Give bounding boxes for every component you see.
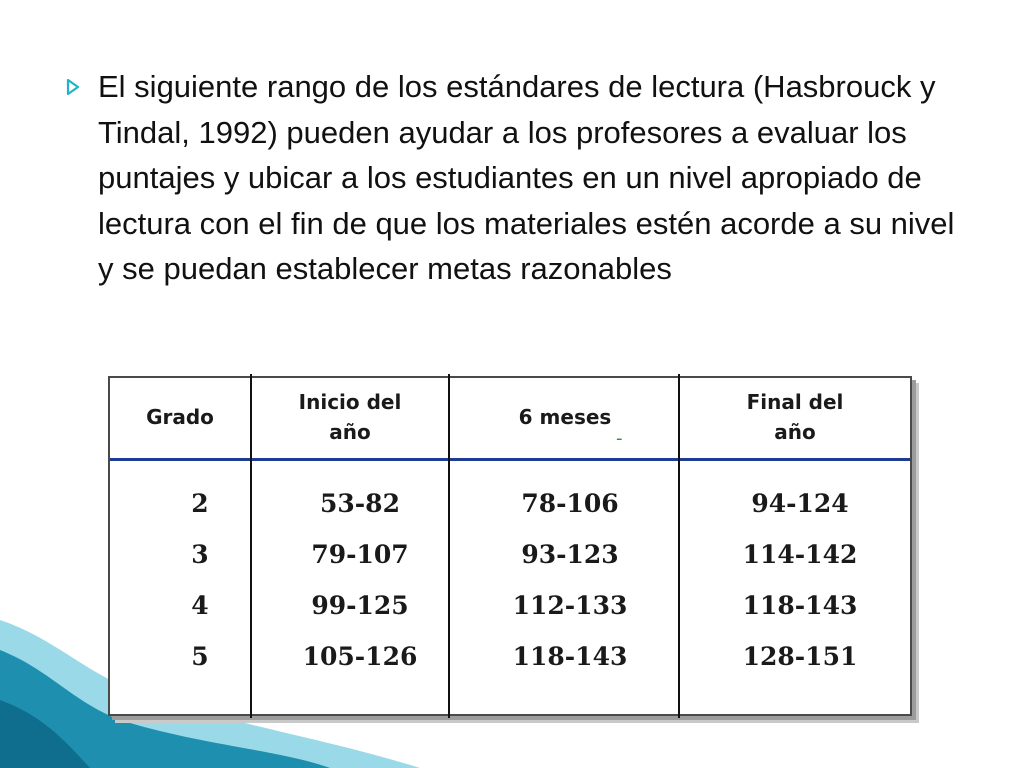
cell-6-meses: 112-133 xyxy=(512,591,628,620)
cell-grado: 4 xyxy=(191,591,209,620)
reading-standards-table: Grado Inicio del año 6 meses - Final del… xyxy=(108,374,912,718)
cell-grado: 3 xyxy=(191,540,209,569)
column-divider xyxy=(250,374,252,718)
header-text: año xyxy=(774,420,816,444)
cell-grado: 5 xyxy=(191,642,209,671)
cell-inicio: 105-126 xyxy=(302,642,418,671)
table-row: 3 79-107 93-123 114-142 xyxy=(110,529,910,580)
cell-inicio: 53-82 xyxy=(320,489,400,518)
table-row: 4 99-125 112-133 118-143 xyxy=(110,580,910,631)
cell-inicio: 99-125 xyxy=(311,591,409,620)
triangle-bullet-icon xyxy=(66,78,80,96)
header-mark: - xyxy=(616,428,623,449)
cell-final: 114-142 xyxy=(742,540,858,569)
table-row: 5 105-126 118-143 128-151 xyxy=(110,631,910,682)
bullet-paragraph: El siguiente rango de los estándares de … xyxy=(66,64,976,292)
header-grado: Grado xyxy=(110,378,250,456)
header-text: 6 meses xyxy=(518,405,612,429)
header-text: Grado xyxy=(146,405,214,429)
bullet-text: El siguiente rango de los estándares de … xyxy=(98,69,955,286)
header-text: Inicio del xyxy=(298,390,402,414)
table-body: 2 53-82 78-106 94-124 3 79-107 93-123 11… xyxy=(110,478,910,682)
cell-final: 94-124 xyxy=(751,489,849,518)
cell-6-meses: 93-123 xyxy=(521,540,619,569)
header-text: Final del xyxy=(746,390,844,414)
column-divider xyxy=(678,374,680,718)
cell-final: 118-143 xyxy=(742,591,858,620)
header-text: año xyxy=(329,420,371,444)
cell-6-meses: 78-106 xyxy=(521,489,619,518)
header-final: Final del año xyxy=(680,378,910,456)
cell-grado: 2 xyxy=(191,489,209,518)
column-divider xyxy=(448,374,450,718)
cell-6-meses: 118-143 xyxy=(512,642,628,671)
table-row: 2 53-82 78-106 94-124 xyxy=(110,478,910,529)
header-inicio: Inicio del año xyxy=(250,378,450,456)
cell-inicio: 79-107 xyxy=(311,540,409,569)
cell-final: 128-151 xyxy=(742,642,858,671)
header-divider xyxy=(110,458,910,461)
header-6-meses: 6 meses xyxy=(450,378,680,456)
